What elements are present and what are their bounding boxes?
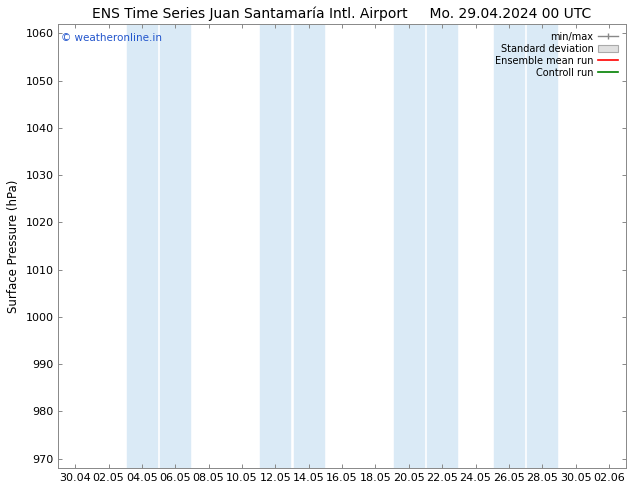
Legend: min/max, Standard deviation, Ensemble mean run, Controll run: min/max, Standard deviation, Ensemble me… bbox=[492, 29, 621, 80]
Bar bbox=[127, 24, 157, 468]
Bar bbox=[160, 24, 190, 468]
Bar bbox=[261, 24, 290, 468]
Text: © weatheronline.in: © weatheronline.in bbox=[61, 33, 162, 43]
Bar bbox=[294, 24, 324, 468]
Bar bbox=[427, 24, 457, 468]
Bar bbox=[527, 24, 557, 468]
Bar bbox=[394, 24, 424, 468]
Bar bbox=[494, 24, 524, 468]
Title: ENS Time Series Juan Santamaría Intl. Airport     Mo. 29.04.2024 00 UTC: ENS Time Series Juan Santamaría Intl. Ai… bbox=[93, 7, 592, 22]
Y-axis label: Surface Pressure (hPa): Surface Pressure (hPa) bbox=[7, 179, 20, 313]
